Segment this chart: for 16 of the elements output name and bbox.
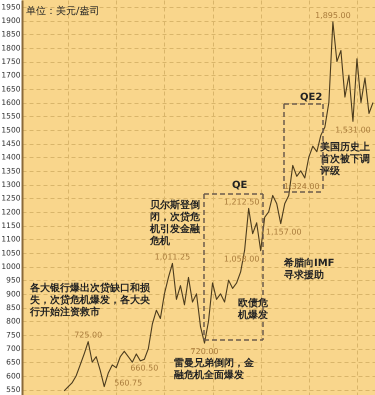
data-label: 1,895.00 <box>315 10 351 20</box>
annotation: QE <box>232 180 248 191</box>
annotation: QE2 <box>300 92 322 103</box>
annotation: 各大银行爆出次贷缺口和损失，次贷危机爆发，各大央行开始注资救市 <box>29 282 151 318</box>
data-label: 1,531.00 <box>335 125 371 134</box>
data-label: 660.50 <box>130 363 158 372</box>
data-label: 1,157.00 <box>266 228 302 237</box>
annotation: 雷曼兄弟倒闭，金融危机全面爆发 <box>174 357 255 381</box>
annotation: 贝尔斯登倒闭，次贷危机引发金融危机 <box>149 199 201 247</box>
data-label: 1,212.50 <box>224 197 260 206</box>
data-label: 1,011.25 <box>154 252 190 262</box>
text: 单位：美元/盎司 <box>26 5 100 17</box>
data-label: 560.75 <box>114 378 142 388</box>
data-label: 720.00 <box>190 347 219 356</box>
annotation: 希腊向IMF寻求援助 <box>283 257 335 281</box>
data-label: 725.00 <box>74 330 102 340</box>
